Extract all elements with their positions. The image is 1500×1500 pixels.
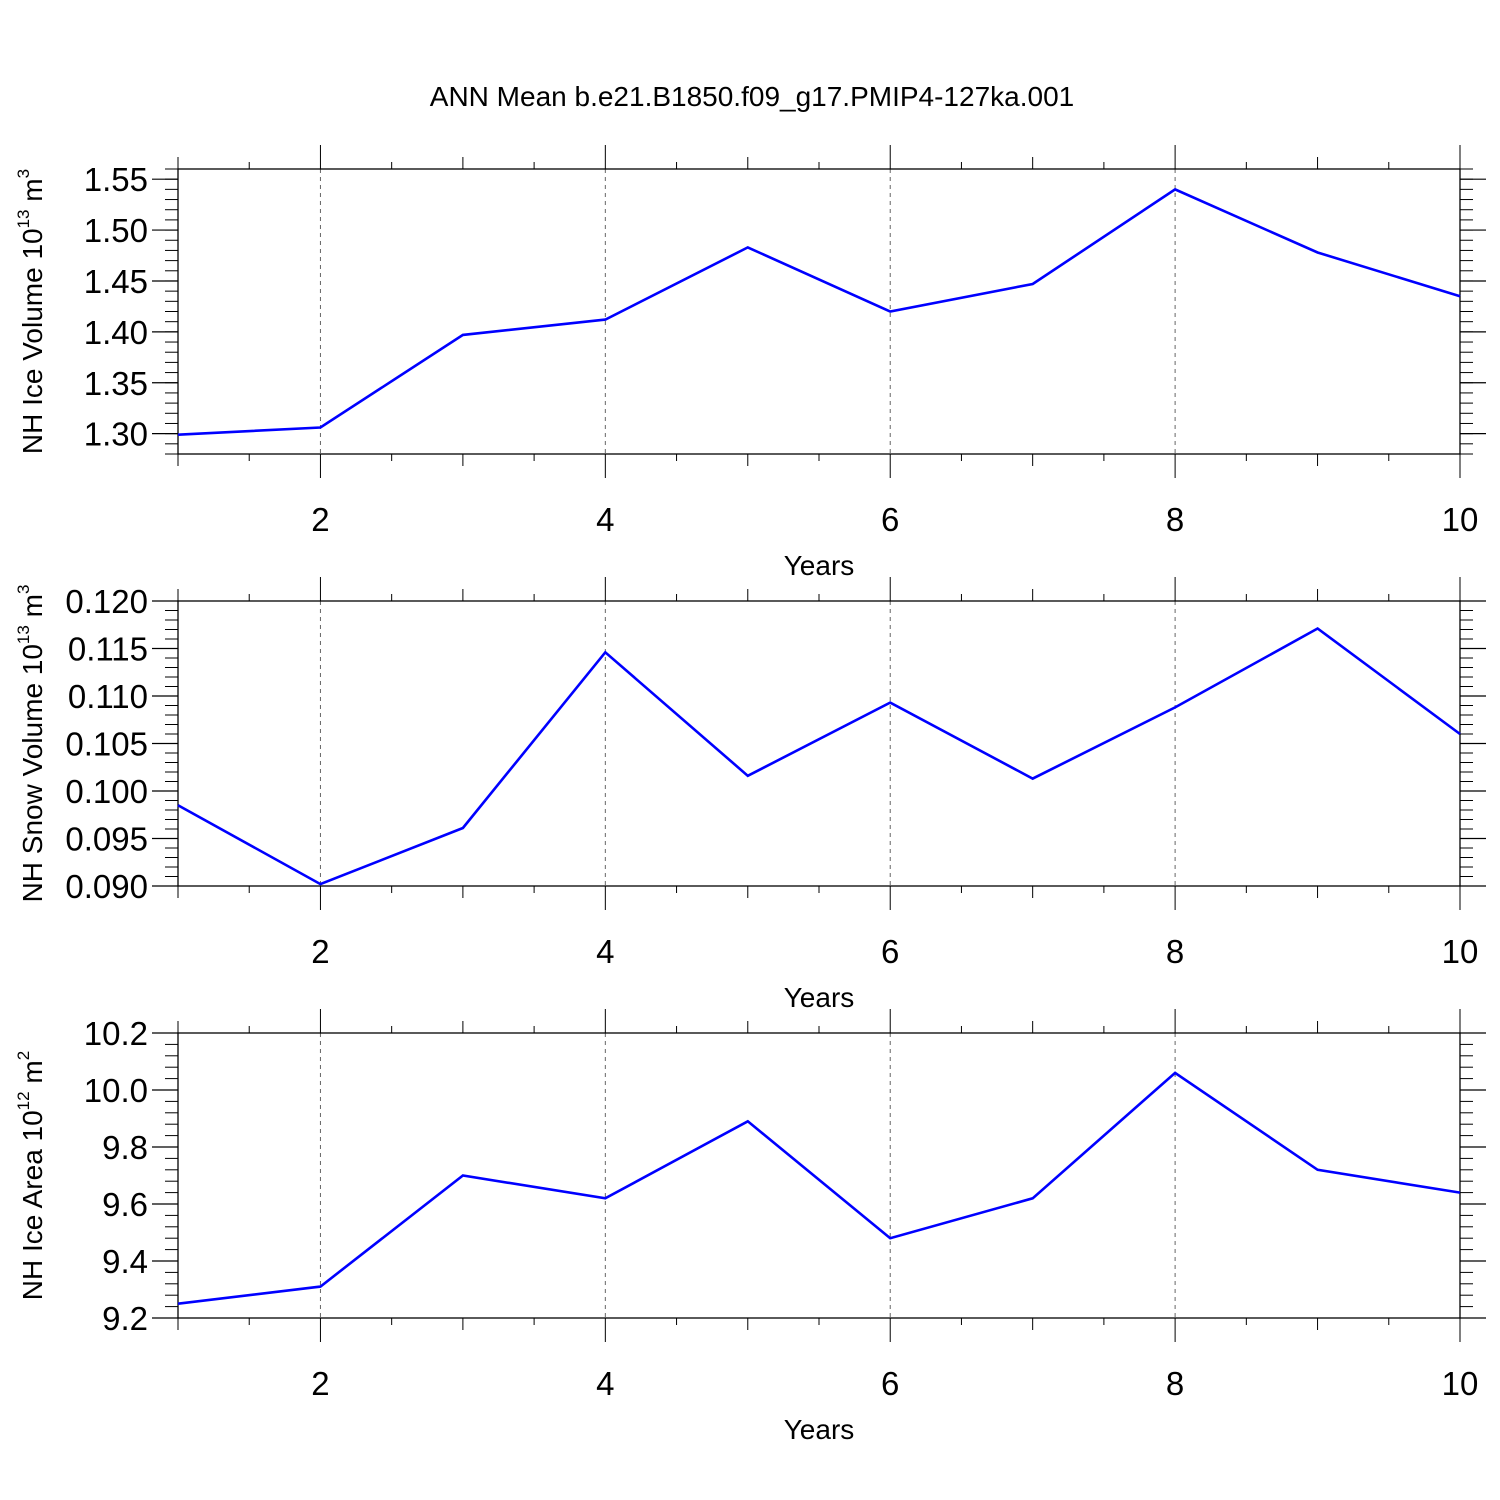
y-tick-label: 0.105	[65, 726, 148, 763]
x-axis-label: Years	[784, 550, 855, 581]
chart-panel-2: 0.090 0.095 0.100 0.105 0.110 0.115 0.120 2 4 6 8 1…	[14, 577, 1486, 1013]
y-axis-label: NH Ice Volume 1013 m3	[14, 169, 48, 454]
x-tick-label: 10	[1442, 933, 1479, 970]
panels: 1.30 1.35 1.40 1.45 1.50 1.55 2 4 6 8 10 Years NH Ic…	[14, 145, 1486, 1445]
y-axis-label-part: NH Snow Volume 10	[17, 644, 48, 902]
y-axis-label-superscript: 2	[14, 1051, 33, 1060]
y-tick-label: 1.55	[84, 161, 148, 198]
y-axis-label: NH Snow Volume 1013 m3	[14, 585, 48, 903]
x-tick-label: 10	[1442, 1365, 1479, 1402]
y-tick-label: 9.4	[102, 1243, 148, 1280]
y-tick-label: 0.090	[65, 868, 148, 905]
plot-frame	[177, 168, 1461, 455]
y-axis-label-superscript: 3	[14, 169, 33, 178]
y-tick-label: 1.50	[84, 212, 148, 249]
y-axis-label-part: m	[17, 1060, 48, 1091]
y-tick-label: 1.30	[84, 416, 148, 453]
x-tick-label: 8	[1166, 933, 1184, 970]
y-tick-label: 1.45	[84, 263, 148, 300]
y-tick-label: 9.8	[102, 1129, 148, 1166]
y-axis-label-superscript: 13	[14, 209, 33, 228]
y-axis-label-part: NH Ice Volume 10	[17, 228, 48, 454]
x-tick-label: 4	[596, 933, 614, 970]
x-tick-label: 4	[596, 1365, 614, 1402]
x-tick-label: 2	[311, 933, 329, 970]
y-tick-label: 10.2	[84, 1015, 148, 1052]
x-tick-label: 6	[881, 501, 899, 538]
figure-title: ANN Mean b.e21.B1850.f09_g17.PMIP4-127ka…	[430, 81, 1074, 112]
x-tick-label: 2	[311, 1365, 329, 1402]
x-axis-label: Years	[784, 982, 855, 1013]
x-tick-label: 6	[881, 1365, 899, 1402]
y-tick-label: 10.0	[84, 1072, 148, 1109]
y-tick-label: 9.6	[102, 1186, 148, 1223]
y-tick-label: 0.100	[65, 773, 148, 810]
x-tick-label: 2	[311, 501, 329, 538]
plot-frame	[177, 1032, 1461, 1319]
chart-panel-3: 9.2 9.4 9.6 9.8 10.0 10.2 2 4 6 8 10 Years NH Ice Ar…	[14, 1009, 1486, 1445]
y-tick-label: 0.095	[65, 821, 148, 858]
y-tick-label: 9.2	[102, 1300, 148, 1337]
y-axis-label-superscript: 13	[14, 625, 33, 644]
x-tick-label: 10	[1442, 501, 1479, 538]
y-axis-label-part: NH Ice Area 10	[17, 1110, 48, 1300]
x-tick-label: 4	[596, 501, 614, 538]
y-tick-label: 0.120	[65, 583, 148, 620]
y-axis-label: NH Ice Area 1012 m2	[14, 1051, 48, 1300]
y-tick-label: 0.115	[68, 631, 148, 668]
series-line	[177, 626, 1461, 886]
y-axis-label-superscript: 3	[14, 585, 33, 594]
y-tick-label: 1.35	[84, 365, 148, 402]
y-tick-label: 1.40	[84, 314, 148, 351]
x-tick-label: 6	[881, 933, 899, 970]
y-tick-label: 0.110	[68, 678, 148, 715]
x-tick-label: 8	[1166, 501, 1184, 538]
x-axis-label: Years	[784, 1414, 855, 1445]
x-tick-label: 8	[1166, 1365, 1184, 1402]
chart-panel-1: 1.30 1.35 1.40 1.45 1.50 1.55 2 4 6 8 10 Years NH Ic…	[14, 145, 1486, 581]
plot-frame	[177, 600, 1461, 887]
series-line	[177, 187, 1461, 436]
series-line	[177, 1071, 1461, 1305]
y-axis-label-superscript: 12	[14, 1091, 33, 1110]
y-axis-label-part: m	[17, 178, 48, 209]
y-axis-label-part: m	[17, 594, 48, 625]
